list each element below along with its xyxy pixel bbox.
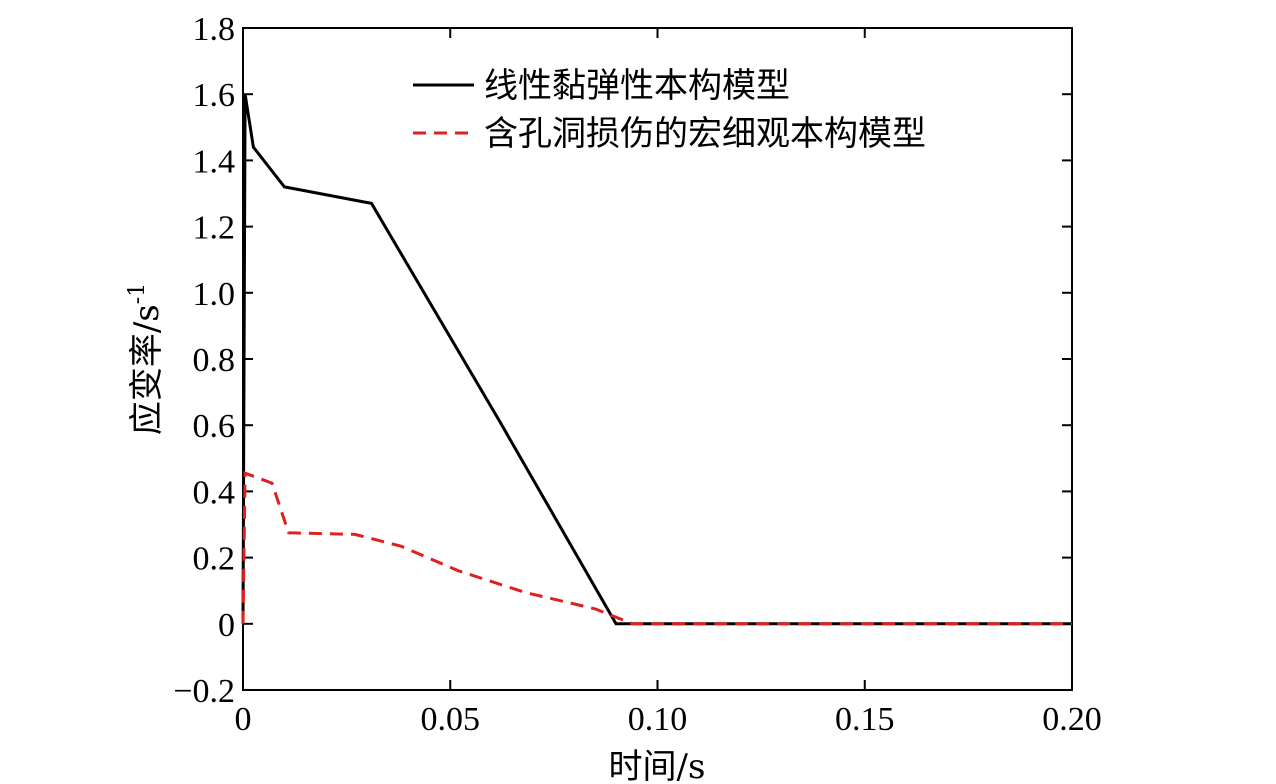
y-tick-label: 0.4 xyxy=(193,474,236,511)
y-tick-label: 0.6 xyxy=(193,408,236,445)
x-tick-label: 0.15 xyxy=(835,701,895,738)
y-tick-label: 1.8 xyxy=(193,11,236,48)
y-tick-label: 1.0 xyxy=(193,276,236,313)
y-axis-title: 应变率/s xyxy=(127,304,167,435)
y-axis-title-group: 应变率/s-1 xyxy=(125,283,167,435)
axis-tick-labels: 0 0.05 0.10 0.15 0.20−0.200.20.40.60.81.01.2… xyxy=(173,11,1101,738)
y-tick-label: 1.4 xyxy=(193,143,236,180)
svg-text:应变率/s-1: 应变率/s-1 xyxy=(125,283,167,435)
y-tick-label: 0.8 xyxy=(193,342,236,379)
x-axis-title: 时间/s xyxy=(609,747,706,784)
y-tick-label: 0.2 xyxy=(193,541,236,578)
x-tick-label: 0.05 xyxy=(421,701,481,738)
y-axis-title-superscript: -1 xyxy=(125,283,150,304)
y-tick-label: 1.6 xyxy=(193,77,236,114)
y-tick-label: 0 xyxy=(218,607,235,644)
x-tick-label: 0.20 xyxy=(1042,701,1102,738)
series-line-void-damage xyxy=(241,471,1072,626)
series-lines xyxy=(241,93,1072,626)
legend-label-linear-viscoelastic: 线性黏弹性本构模型 xyxy=(484,66,790,106)
legend-label-void-damage: 含孔洞损伤的宏细观本构模型 xyxy=(484,114,926,154)
series-line-linear-viscoelastic xyxy=(241,93,1072,626)
y-tick-label: −0.2 xyxy=(173,673,235,710)
legend: 线性黏弹性本构模型 含孔洞损伤的宏细观本构模型 xyxy=(413,66,926,154)
x-tick-label: 0.10 xyxy=(628,701,688,738)
y-tick-label: 1.2 xyxy=(193,210,236,247)
x-tick-label: 0 xyxy=(235,701,252,738)
